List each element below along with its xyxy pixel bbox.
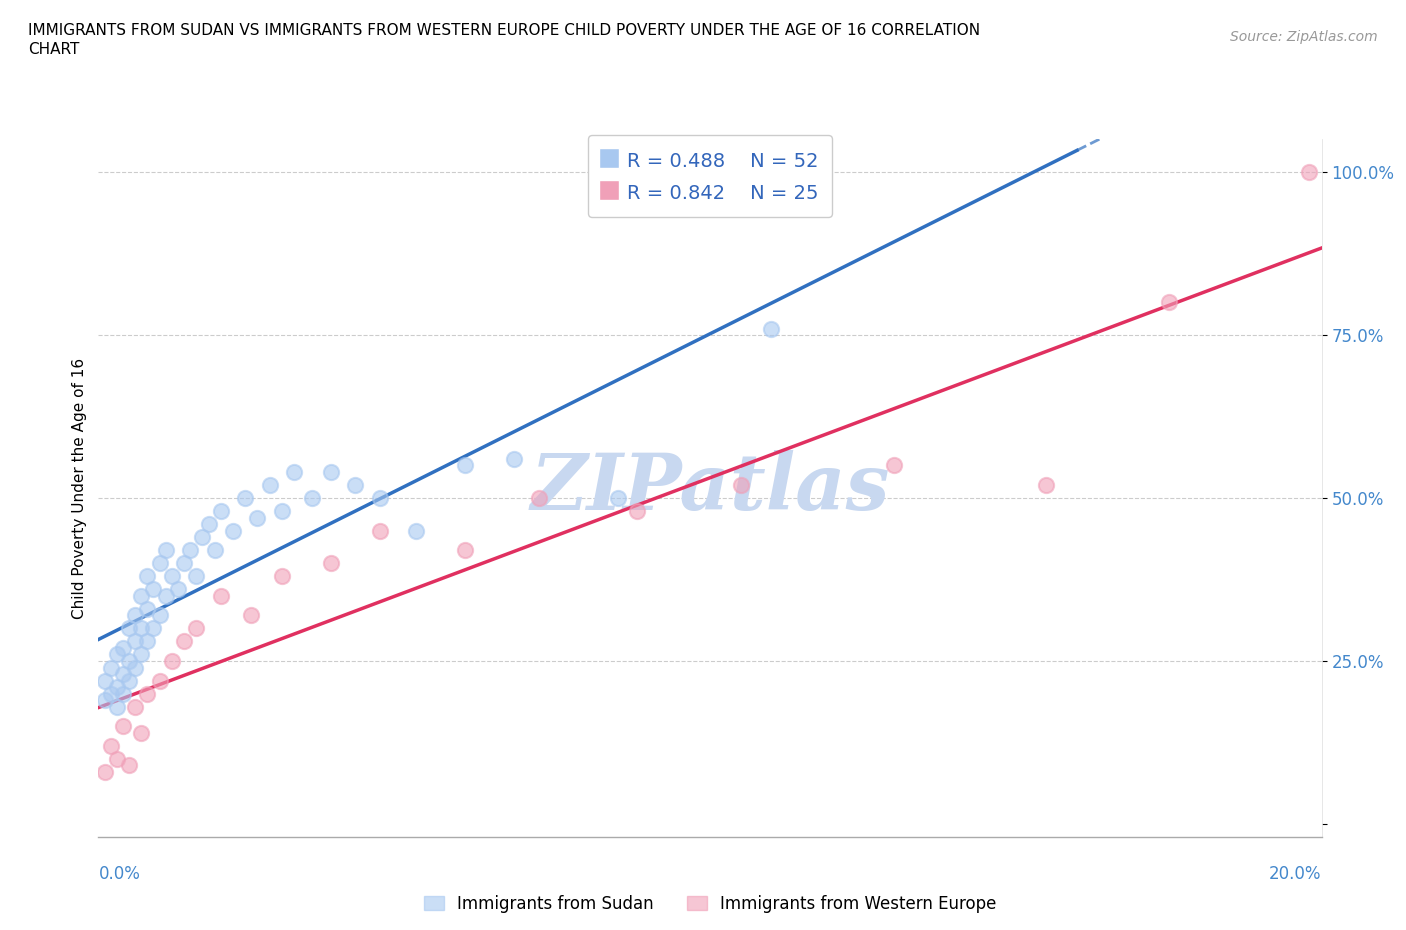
Point [155, 543, 177, 558]
Point [607, 491, 630, 506]
Text: IMMIGRANTS FROM SUDAN VS IMMIGRANTS FROM WESTERN EUROPE CHILD POVERTY UNDER THE : IMMIGRANTS FROM SUDAN VS IMMIGRANTS FROM… [28, 23, 980, 38]
Point [136, 569, 159, 584]
Point [100, 738, 122, 753]
Point [129, 589, 152, 604]
Point [136, 634, 159, 649]
Point [129, 647, 152, 662]
Point [124, 699, 146, 714]
Point [186, 569, 208, 584]
Point [191, 530, 214, 545]
Point [167, 582, 190, 597]
Point [454, 458, 477, 472]
Point [368, 524, 391, 538]
Point [730, 477, 752, 492]
Text: 0.0%: 0.0% [98, 865, 141, 883]
Text: 20.0%: 20.0% [1270, 865, 1322, 883]
Point [111, 641, 134, 656]
Point [118, 758, 141, 773]
Point [454, 543, 477, 558]
Point [759, 321, 782, 336]
Point [209, 589, 232, 604]
Point [173, 556, 195, 571]
Point [301, 491, 323, 506]
Point [100, 686, 122, 701]
Point [136, 602, 159, 617]
Point [1035, 477, 1057, 492]
Point [142, 621, 165, 636]
Point [270, 504, 292, 519]
Point [118, 621, 141, 636]
Point [124, 608, 146, 623]
Point [142, 582, 165, 597]
Point [149, 556, 172, 571]
Point [179, 543, 201, 558]
Point [105, 699, 128, 714]
Point [319, 556, 342, 571]
Point [105, 751, 128, 766]
Point [344, 477, 367, 492]
Point [222, 524, 245, 538]
Point [270, 569, 292, 584]
Legend: R = 0.488    N = 52, R = 0.842    N = 25: R = 0.488 N = 52, R = 0.842 N = 25 [588, 135, 832, 217]
Point [136, 686, 159, 701]
Point [118, 654, 141, 669]
Text: ZIPatlas: ZIPatlas [530, 450, 890, 526]
Point [626, 504, 648, 519]
Point [246, 511, 269, 525]
Point [283, 464, 305, 479]
Point [259, 477, 281, 492]
Point [527, 491, 550, 506]
Text: Source: ZipAtlas.com: Source: ZipAtlas.com [1230, 30, 1378, 44]
Point [93, 764, 115, 779]
Point [105, 647, 128, 662]
Point [155, 589, 177, 604]
Point [209, 504, 232, 519]
Point [197, 517, 219, 532]
Point [118, 673, 141, 688]
Text: CHART: CHART [28, 42, 80, 57]
Point [93, 673, 115, 688]
Point [160, 654, 183, 669]
Point [93, 693, 115, 708]
Point [319, 464, 342, 479]
Point [160, 569, 183, 584]
Point [204, 543, 226, 558]
Y-axis label: Child Poverty Under the Age of 16: Child Poverty Under the Age of 16 [72, 358, 87, 618]
Point [173, 634, 195, 649]
Point [111, 719, 134, 734]
Point [233, 491, 256, 506]
Point [100, 660, 122, 675]
Point [111, 686, 134, 701]
Point [368, 491, 391, 506]
Point [1157, 295, 1180, 310]
Point [111, 667, 134, 682]
Point [240, 608, 263, 623]
Point [129, 621, 152, 636]
Point [883, 458, 905, 472]
Point [124, 634, 146, 649]
Point [405, 524, 427, 538]
Point [149, 673, 172, 688]
Point [503, 451, 526, 466]
Point [186, 621, 208, 636]
Point [129, 725, 152, 740]
Point [1298, 165, 1320, 179]
Point [124, 660, 146, 675]
Point [105, 680, 128, 695]
Point [149, 608, 172, 623]
